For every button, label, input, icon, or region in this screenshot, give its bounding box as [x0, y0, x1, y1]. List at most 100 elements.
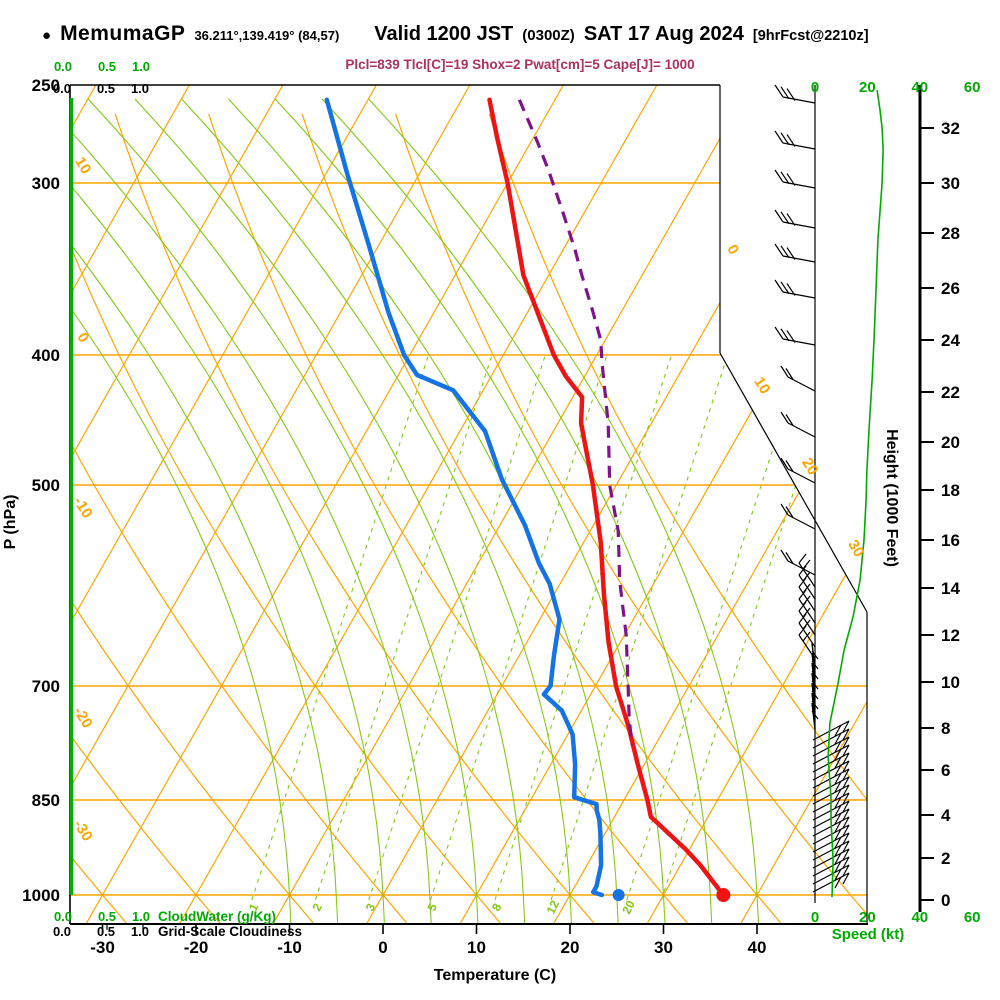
- station-coordinates: 36.211°,139.419° (84,57): [194, 28, 340, 43]
- chart-shape: [798, 577, 807, 588]
- dry-adiabat-label: 10: [71, 154, 94, 177]
- chart-shape: [774, 243, 784, 257]
- chart-shape: [812, 720, 850, 741]
- chart-shape: [811, 690, 819, 700]
- mixing-ratio-lines: [251, 352, 840, 901]
- chart-shape: [70, 98, 432, 924]
- chart-shape: [842, 768, 850, 781]
- cloudwater-bottom-tick: 0.0: [54, 909, 72, 924]
- chart-shape: [827, 89, 884, 898]
- chart-shape: [842, 872, 850, 885]
- height-tick-label: 8: [941, 719, 950, 738]
- pressure-tick-label: 400: [32, 346, 60, 365]
- chart-shape: [812, 728, 850, 749]
- chart-shape: [739, 85, 867, 924]
- chart-shape: [812, 760, 850, 781]
- chart-shape: [798, 601, 807, 612]
- chart-shape: [842, 784, 850, 797]
- cloud-scales: 0.00.00.50.51.01.00.00.00.50.51.01.0Clou…: [53, 59, 302, 939]
- chart-shape: [774, 84, 784, 98]
- chart-shape: [842, 832, 850, 845]
- height-tick-label: 28: [941, 224, 960, 243]
- chart-shape: [834, 732, 842, 745]
- chart-shape: [812, 848, 850, 869]
- chart-shape: [301, 113, 783, 924]
- temperature-axis-title: Temperature (C): [434, 967, 556, 984]
- chart-shape: [774, 169, 784, 183]
- chart-shape: [178, 85, 658, 924]
- dry-adiabat-label: -10: [70, 494, 96, 521]
- chart-shape: [780, 281, 790, 295]
- pressure-gridlines: [70, 182, 867, 896]
- dry-adiabat-lines: [70, 113, 867, 924]
- chart-shape: [780, 132, 790, 146]
- chart-shape: [786, 283, 796, 296]
- chart-shape: [842, 824, 850, 837]
- chart-shape: [70, 85, 284, 924]
- chart-shape: [181, 98, 573, 924]
- valid-time-utc: (0300Z): [522, 27, 575, 44]
- chart-shape: [812, 736, 850, 757]
- cloudwater-top-tick: 0.5: [98, 59, 116, 74]
- chart-shape: [834, 868, 842, 881]
- chart-shape: [842, 808, 850, 821]
- chart-shape: [842, 752, 850, 765]
- mixing-ratio-label: 5: [424, 901, 440, 913]
- height-tick-label: 18: [941, 481, 960, 500]
- chart-shape: [70, 113, 222, 924]
- isotherm-label: 30: [844, 537, 867, 560]
- chart-shape: [780, 457, 789, 470]
- chart-shape: [70, 98, 385, 924]
- pressure-axis-title: P (hPa): [2, 495, 19, 550]
- chart-shape: [834, 788, 842, 801]
- speed-tick-label-top: 20: [859, 79, 876, 96]
- height-tick-label: 24: [941, 331, 960, 350]
- chart-shape: [812, 864, 850, 885]
- chart-shape: [798, 613, 807, 624]
- speed-tick-label-top: 60: [964, 79, 981, 96]
- temperature-tick-label: 10: [467, 938, 486, 957]
- speed-tick-label-bottom: 60: [964, 909, 981, 926]
- chart-shape: [70, 85, 377, 924]
- pressure-tick-label: 1000: [22, 886, 60, 905]
- chart-shape: [70, 98, 339, 924]
- bullet-icon: ●: [42, 27, 52, 44]
- chart-shape: [780, 365, 789, 378]
- valid-date: SAT 17 Aug 2024: [583, 23, 744, 45]
- chart-shape: [842, 720, 850, 733]
- chart-shape: [842, 800, 850, 813]
- chart-shape: [70, 113, 315, 924]
- temperature-curve: [487, 97, 731, 902]
- chart-shape: [834, 820, 842, 833]
- chart-shape: [774, 209, 784, 223]
- temperature-tick-label: 40: [748, 938, 767, 957]
- surface-dewpoint-dot: [612, 889, 625, 901]
- height-axis-title: Height (1000 Feet): [883, 429, 900, 567]
- height-tick-label: 10: [941, 673, 960, 692]
- chart-shape: [812, 752, 850, 773]
- temperature-tick-label: 30: [654, 938, 673, 957]
- mixing-ratio-label: 8: [489, 901, 505, 913]
- cloudiness-bottom-tick: 0.5: [97, 924, 115, 939]
- chart-shape: [368, 352, 547, 901]
- chart-shape: [842, 840, 850, 853]
- chart-shape: [812, 768, 850, 789]
- speed-tick-label-bottom: 20: [859, 909, 876, 926]
- speed-tick-label-bottom: 40: [911, 909, 928, 926]
- chart-shape: [842, 792, 850, 805]
- chart-shape: [70, 85, 190, 924]
- height-tick-label: 32: [941, 119, 960, 138]
- wind-speed-curve: [827, 89, 884, 898]
- temperature-tick-label: -20: [184, 938, 209, 957]
- dewpoint-curve: [324, 97, 625, 901]
- speed-tick-label-top: 0: [811, 79, 819, 96]
- chart-shape: [70, 98, 292, 924]
- mixing-ratio-label: 20: [619, 898, 638, 916]
- dry-adiabat-label: -20: [70, 704, 96, 731]
- mixing-ratio-label: 2: [309, 901, 325, 913]
- chart-shape: [834, 772, 842, 785]
- chart-shape: [785, 552, 794, 564]
- cloudwater-bottom-tick: 1.0: [132, 909, 150, 924]
- chart-shape: [786, 330, 796, 343]
- cloudwater-bottom-tick: 0.5: [98, 909, 116, 924]
